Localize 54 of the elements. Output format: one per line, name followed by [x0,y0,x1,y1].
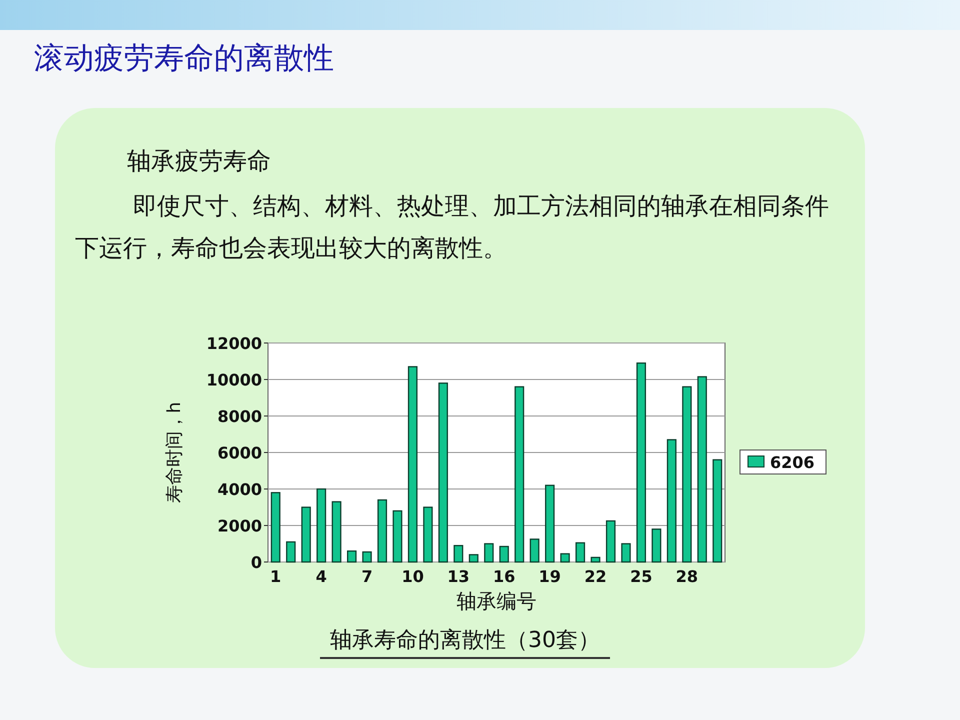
bar [682,386,692,563]
bar [712,459,722,563]
legend-label: 6206 [770,453,815,472]
y-tick-label: 2000 [217,516,262,536]
x-axis-title: 轴承编号 [456,589,536,613]
bar [484,543,494,563]
bar [332,501,342,563]
bar [438,382,448,563]
bar [590,556,600,563]
bar [423,506,433,563]
bar [377,499,388,563]
bar [545,484,555,563]
y-tick-label: 12000 [206,334,262,353]
bar [270,492,280,563]
bar [316,488,326,563]
x-tick-label: 28 [676,567,698,586]
y-tick-label: 6000 [217,444,262,462]
y-tick-label: 4000 [217,480,262,499]
x-tick-label: 1 [270,567,282,586]
x-tick-label: 16 [492,567,516,586]
bar [666,439,676,563]
bar [606,520,616,563]
bar [697,376,707,563]
bar [362,551,372,563]
text: 即使尺寸、结构、材料、热处理、加工方法相同的轴承在相同条件下运行，寿命也会表现出较大的离散性。 [75,191,830,264]
x-tick-label: 22 [584,567,607,586]
text: 轴承寿命的离散性（30套） [320,625,610,659]
bar [652,528,662,563]
bar [621,543,631,563]
x-tick-label: 4 [316,567,327,586]
bar [301,506,311,563]
x-tick-label: 19 [538,567,561,586]
bar [575,542,586,563]
bar [392,510,402,563]
y-tick-label: 0 [250,553,262,572]
x-tick-label: 13 [447,567,470,586]
bar [499,546,509,563]
bar [286,541,296,563]
bar [408,366,418,563]
bar [346,550,357,563]
bar [530,538,540,563]
y-axis-title: 寿命时间，h [164,402,185,504]
bar [514,386,524,563]
x-tick-label: 25 [630,567,652,586]
chart-title: 滚动疲劳寿命的离散性 [34,40,334,78]
bar [636,362,646,563]
x-tick-label: 10 [402,567,424,586]
y-tick-label: 8000 [217,407,262,426]
bar [560,553,570,563]
bar [454,544,464,563]
text: 轴承疲劳寿命 [127,146,271,177]
bar [468,554,478,563]
y-tick-label: 10000 [206,370,262,390]
x-tick-label: 7 [361,567,373,586]
